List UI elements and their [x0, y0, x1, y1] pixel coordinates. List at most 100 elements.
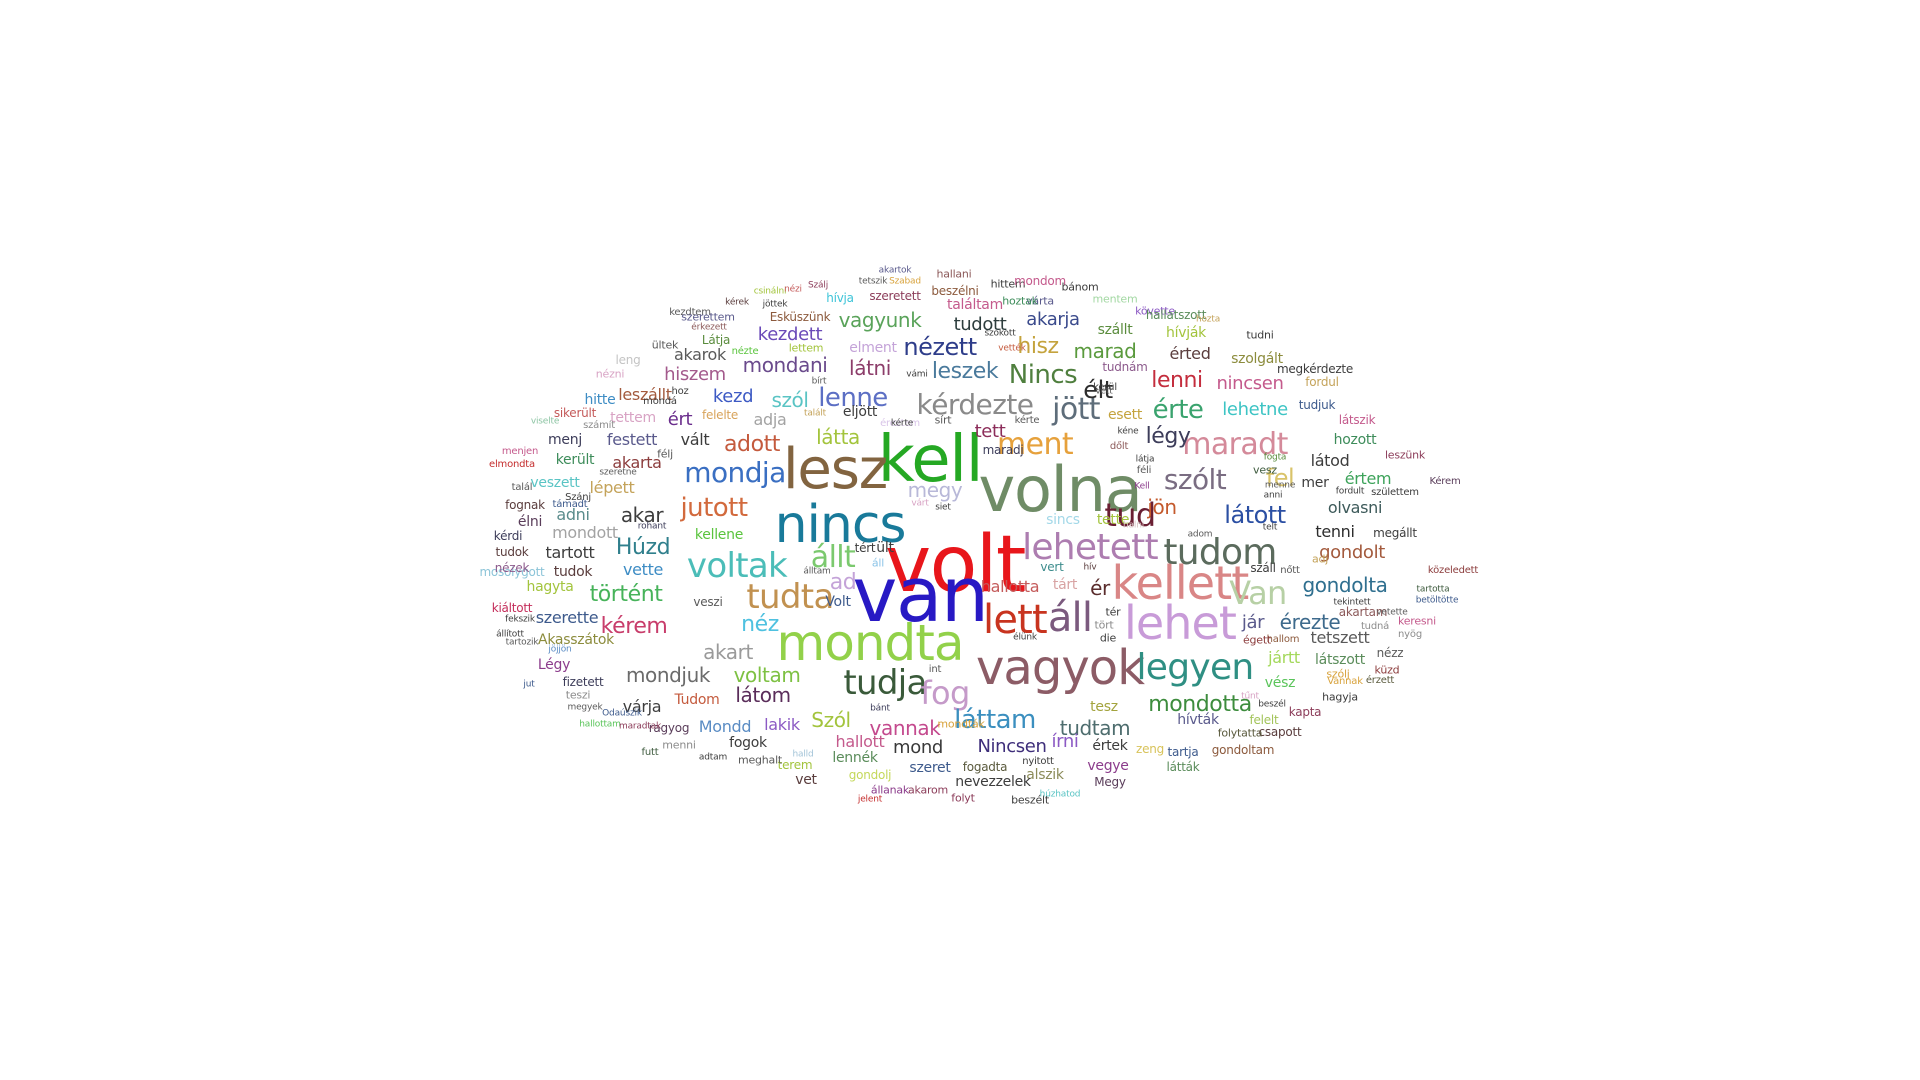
word-cloud-word: tenni [1315, 522, 1355, 541]
word-cloud-word: került [555, 452, 595, 468]
word-cloud-word: kezdett [757, 324, 823, 345]
word-cloud-word: kérdezte [916, 388, 1034, 421]
word-cloud-word: festett [606, 430, 658, 449]
word-cloud-word: támadt [552, 499, 588, 510]
word-cloud-word: ad [829, 570, 857, 595]
word-cloud-word: fogok [729, 735, 767, 751]
word-cloud-word: bánt [870, 703, 890, 714]
word-cloud-word: csinálni [753, 286, 787, 297]
word-cloud-word: gondolt [1319, 542, 1385, 563]
word-cloud-word: fekszik [505, 614, 535, 625]
word-cloud-word: anni [1263, 490, 1283, 501]
word-cloud-word: vett [1095, 386, 1113, 397]
word-cloud-word: Szól [811, 708, 851, 732]
word-cloud-word: tette [1096, 512, 1130, 528]
word-cloud-word: látta [816, 425, 860, 449]
word-cloud-word: fognak [505, 498, 545, 512]
word-cloud-word: nézni [595, 367, 625, 381]
word-cloud-word: menne [1264, 480, 1296, 491]
word-cloud-word: szólt [1163, 463, 1227, 496]
word-cloud-word: akarta [612, 453, 662, 472]
word-cloud-word: ért [667, 409, 693, 430]
word-cloud-word: megyek [567, 702, 603, 713]
word-cloud-word: akarok [674, 345, 726, 364]
word-cloud-word: várja [622, 697, 662, 716]
word-cloud-word: voltam [733, 663, 801, 687]
word-cloud-word: kezd [712, 386, 754, 407]
word-cloud-word: mentem [1092, 292, 1138, 306]
word-cloud-word: szolgált [1231, 351, 1283, 367]
word-cloud-word: gondoltam [1211, 743, 1275, 757]
word-cloud-word: tett [974, 421, 1006, 442]
word-cloud-word: Akasszátok [538, 632, 614, 648]
word-cloud-word: szerette [535, 608, 599, 627]
word-cloud-word: talált [803, 408, 827, 419]
word-cloud-word: fordult [1335, 486, 1365, 497]
word-cloud-word: vesz [1253, 463, 1277, 477]
word-cloud-word: menni [662, 738, 696, 752]
word-cloud-word: kellene [694, 527, 744, 543]
word-cloud-word: hívja [826, 291, 854, 305]
word-cloud-word: siet [935, 502, 951, 513]
word-cloud-word: áll [1047, 595, 1093, 641]
word-cloud-word: felelte [701, 408, 739, 422]
word-cloud-word: nőtt [1280, 565, 1300, 576]
word-cloud-word: álltam [803, 566, 831, 577]
word-cloud-word: voltak [686, 546, 788, 586]
word-cloud-word: talál [511, 482, 533, 493]
word-cloud-word: felelt [1249, 713, 1279, 727]
word-cloud-word: nevezzelek [955, 774, 1031, 790]
word-cloud-word: látszik [1338, 413, 1376, 427]
word-cloud-word: tartozik [505, 637, 539, 648]
word-cloud-word: látod [1310, 451, 1350, 470]
word-cloud-word: lenne [818, 383, 888, 413]
word-cloud-word: megállt [1373, 526, 1417, 540]
word-cloud-word: tekintett [1333, 597, 1371, 608]
word-cloud-word: tud [1104, 496, 1156, 534]
word-cloud-word: élünk [1013, 632, 1037, 643]
word-cloud-word: vegye [1087, 758, 1129, 774]
word-cloud-word: menj [548, 432, 582, 448]
word-cloud-word: Nincsen [977, 736, 1047, 757]
word-cloud-word: kiáltott [491, 601, 533, 615]
word-cloud-word: lehetne [1222, 399, 1288, 420]
word-cloud-word: nézi [784, 284, 802, 295]
word-cloud-word: szállt [1097, 322, 1133, 338]
word-cloud-word: mondá [643, 396, 677, 407]
word-cloud-word: mondott [552, 523, 618, 542]
word-cloud-word: vert [1040, 560, 1064, 574]
word-cloud-word: jutott [680, 493, 748, 523]
word-cloud-word: maradj [982, 443, 1024, 457]
word-cloud-word: vetette [1376, 607, 1408, 618]
word-cloud-word: látni [849, 356, 891, 380]
word-cloud-word: maradt [1182, 427, 1288, 462]
word-cloud-word: kérdi [493, 529, 523, 543]
word-cloud-word: veszi [693, 595, 723, 609]
word-cloud-word: lettem [788, 341, 824, 355]
word-cloud-word: hallom [1266, 634, 1300, 645]
word-cloud-word: kérte [1014, 415, 1040, 426]
word-cloud-word: akar [620, 503, 664, 527]
word-cloud-word: érzett [1365, 675, 1395, 686]
word-cloud-word: vált [680, 430, 710, 449]
word-cloud-word: leng [615, 353, 641, 367]
word-cloud-word: érezte [1279, 610, 1341, 634]
word-cloud-word: Húzd [615, 535, 671, 560]
word-cloud-word: állanak [870, 783, 910, 797]
word-cloud-word: látták [1166, 760, 1200, 774]
word-cloud-word: Odaúszik [602, 708, 642, 719]
word-cloud-word: ült [876, 540, 894, 556]
word-cloud-word: szól [771, 388, 809, 412]
word-cloud-word: tudja [843, 663, 927, 703]
word-cloud-word: történt [589, 582, 663, 607]
word-cloud-word: fogadta [962, 760, 1008, 774]
word-cloud-word: gondolj [848, 768, 892, 782]
word-cloud-word: mondom [1014, 274, 1066, 288]
word-cloud-word: terem [777, 758, 813, 772]
word-cloud-word: jöjjön [548, 644, 572, 655]
word-cloud-word: elment [849, 340, 897, 356]
word-cloud-word: látom [735, 683, 791, 707]
word-cloud-word: hallani [936, 267, 972, 281]
word-cloud-word: lenni [1151, 368, 1203, 393]
word-cloud-word: hittem [990, 277, 1026, 291]
